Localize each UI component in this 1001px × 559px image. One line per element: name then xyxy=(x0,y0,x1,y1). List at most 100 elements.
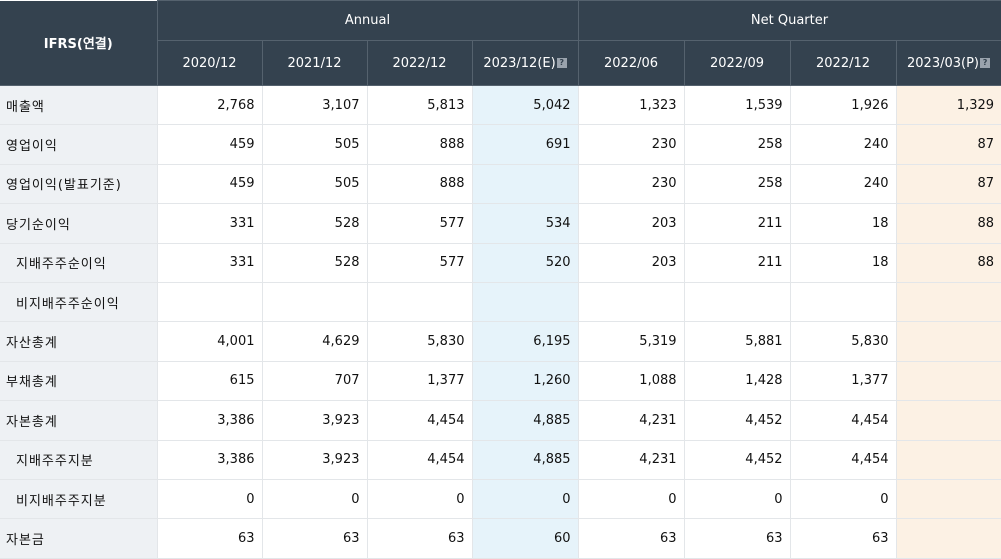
row-label: 영업이익(발표기준) xyxy=(0,163,158,205)
value-cell: 0 xyxy=(789,478,897,520)
value-cell: 331 xyxy=(156,242,263,283)
value-cell: 87 xyxy=(895,163,1001,205)
value-cell: 230 xyxy=(577,124,685,165)
value-cell: 691 xyxy=(471,124,579,165)
table-row: 당기순이익 331 528 577 534 203 211 18 88 xyxy=(0,203,1001,244)
value-cell: 888 xyxy=(366,163,473,205)
value-cell: 4,231 xyxy=(577,439,685,480)
value-cell: 63 xyxy=(789,518,897,559)
net-quarter-group-header: Net Quarter xyxy=(577,0,1001,41)
table-row: 지배주주순이익 331 528 577 520 203 211 18 88 xyxy=(0,242,1001,283)
value-cell: 211 xyxy=(683,203,791,244)
value-cell: 63 xyxy=(366,518,473,559)
value-cell xyxy=(895,321,1001,362)
value-cell: 459 xyxy=(156,163,263,205)
table-row: 비지배주주지분 0 0 0 0 0 0 0 xyxy=(0,478,1001,520)
value-cell: 258 xyxy=(683,163,791,205)
annual-group-header: Annual xyxy=(156,0,579,41)
period-header-preliminary: 2023/03(P)? xyxy=(895,40,1001,86)
value-cell: 230 xyxy=(577,163,685,205)
value-cell: 528 xyxy=(261,242,368,283)
row-label: 매출액 xyxy=(0,84,158,126)
value-cell xyxy=(471,281,579,323)
value-cell: 0 xyxy=(261,478,368,520)
value-cell: 4,629 xyxy=(261,321,368,362)
value-cell: 4,454 xyxy=(789,400,897,441)
value-cell: 240 xyxy=(789,124,897,165)
value-cell xyxy=(683,281,791,323)
table-row: 자산총계 4,001 4,629 5,830 6,195 5,319 5,881 5,830 xyxy=(0,321,1001,362)
table-row: 부채총계 615 707 1,377 1,260 1,088 1,428 1,377 xyxy=(0,360,1001,402)
value-cell: 258 xyxy=(683,124,791,165)
value-cell: 3,386 xyxy=(156,439,263,480)
value-cell: 4,001 xyxy=(156,321,263,362)
value-cell: 1,428 xyxy=(683,360,791,402)
period-header: 2022/12 xyxy=(789,40,897,86)
value-cell xyxy=(261,281,368,323)
value-cell: 0 xyxy=(366,478,473,520)
row-label: 지배주주지분 xyxy=(0,439,158,480)
table-body: 매출액 2,768 3,107 5,813 5,042 1,323 1,539 1,926 1,… xyxy=(0,84,1001,559)
value-cell: 331 xyxy=(156,203,263,244)
row-label: 부채총계 xyxy=(0,360,158,402)
value-cell: 4,454 xyxy=(366,439,473,480)
value-cell: 1,377 xyxy=(789,360,897,402)
value-cell: 4,885 xyxy=(471,439,579,480)
row-label: 영업이익 xyxy=(0,124,158,165)
table-row: 영업이익(발표기준) 459 505 888 230 258 240 87 xyxy=(0,163,1001,205)
row-label: 당기순이익 xyxy=(0,203,158,244)
table-header: IFRS(연결) Annual Net Quarter 2020/12 2021… xyxy=(0,0,1001,86)
info-icon[interactable]: ? xyxy=(980,58,991,68)
value-cell: 534 xyxy=(471,203,579,244)
value-cell: 3,923 xyxy=(261,439,368,480)
row-label: 자본금 xyxy=(0,518,158,559)
value-cell: 707 xyxy=(261,360,368,402)
value-cell: 520 xyxy=(471,242,579,283)
value-cell: 888 xyxy=(366,124,473,165)
value-cell: 5,042 xyxy=(471,84,579,126)
value-cell: 3,107 xyxy=(261,84,368,126)
value-cell: 211 xyxy=(683,242,791,283)
value-cell xyxy=(156,281,263,323)
table-row: 영업이익 459 505 888 691 230 258 240 87 xyxy=(0,124,1001,165)
row-label: 지배주주순이익 xyxy=(0,242,158,283)
value-cell: 3,923 xyxy=(261,400,368,441)
value-cell xyxy=(895,360,1001,402)
value-cell xyxy=(895,518,1001,559)
value-cell: 5,319 xyxy=(577,321,685,362)
value-cell: 0 xyxy=(156,478,263,520)
value-cell: 505 xyxy=(261,163,368,205)
table-row: 자본금 63 63 63 60 63 63 63 xyxy=(0,518,1001,559)
value-cell: 63 xyxy=(577,518,685,559)
row-label: 비지배주주지분 xyxy=(0,478,158,520)
row-label: 비지배주주순이익 xyxy=(0,281,158,323)
value-cell xyxy=(366,281,473,323)
value-cell: 5,881 xyxy=(683,321,791,362)
value-cell: 4,452 xyxy=(683,400,791,441)
row-label: 자산총계 xyxy=(0,321,158,362)
value-cell: 5,830 xyxy=(366,321,473,362)
value-cell: 4,231 xyxy=(577,400,685,441)
row-label: 자본총계 xyxy=(0,400,158,441)
value-cell xyxy=(577,281,685,323)
period-header: 2020/12 xyxy=(156,40,263,86)
value-cell: 1,260 xyxy=(471,360,579,402)
value-cell xyxy=(895,400,1001,441)
value-cell: 615 xyxy=(156,360,263,402)
value-cell: 1,329 xyxy=(895,84,1001,126)
value-cell xyxy=(895,478,1001,520)
value-cell xyxy=(895,439,1001,480)
value-cell: 1,539 xyxy=(683,84,791,126)
value-cell: 240 xyxy=(789,163,897,205)
value-cell: 577 xyxy=(366,242,473,283)
info-icon[interactable]: ? xyxy=(556,58,567,68)
table-row: 비지배주주순이익 xyxy=(0,281,1001,323)
value-cell: 88 xyxy=(895,203,1001,244)
table-row: 자본총계 3,386 3,923 4,454 4,885 4,231 4,452 4,454 xyxy=(0,400,1001,441)
value-cell: 63 xyxy=(261,518,368,559)
value-cell: 4,452 xyxy=(683,439,791,480)
value-cell xyxy=(471,163,579,205)
table-row: 매출액 2,768 3,107 5,813 5,042 1,323 1,539 1,926 1,… xyxy=(0,84,1001,126)
value-cell: 0 xyxy=(577,478,685,520)
